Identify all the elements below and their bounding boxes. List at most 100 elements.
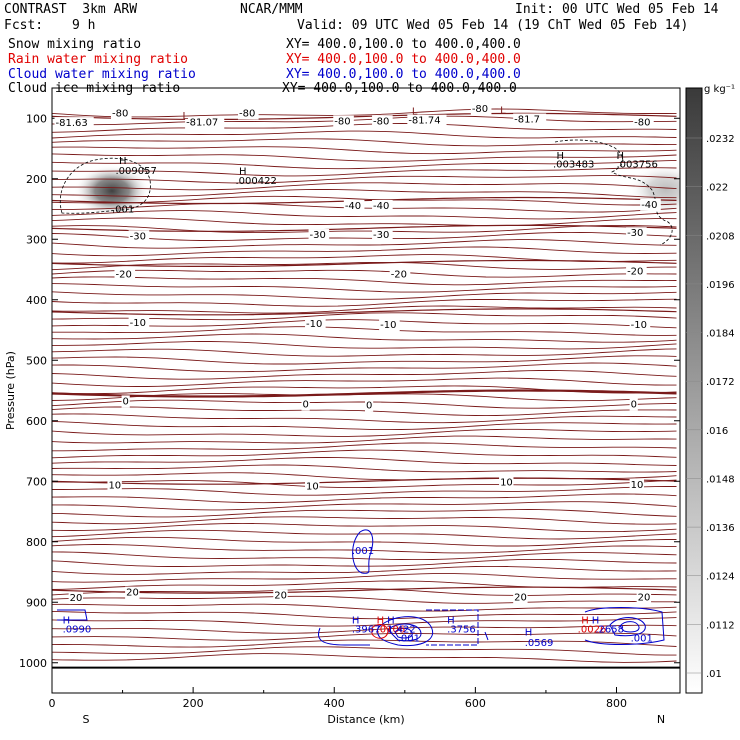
extremum-label: H bbox=[557, 151, 565, 162]
colorbar-tick-label: .0172 bbox=[706, 377, 735, 388]
x-tick-label: 600 bbox=[465, 697, 486, 710]
temperature-contour bbox=[52, 348, 677, 357]
y-tick-label: 400 bbox=[26, 294, 47, 307]
init-time: Init: 00 UTC Wed 05 Feb 14 bbox=[515, 2, 719, 17]
temperature-contour bbox=[52, 646, 677, 656]
temperature-contour-label: 10 bbox=[108, 481, 121, 492]
plot-frame bbox=[51, 87, 681, 694]
temperature-contour-label: -20 bbox=[627, 266, 643, 277]
cloud-water-contour bbox=[619, 621, 640, 633]
extremum-label: L bbox=[183, 111, 189, 122]
temperature-contour bbox=[52, 159, 677, 170]
field-cloud-water-xy: XY= 400.0,100.0 to 400.0,400.0 bbox=[286, 67, 521, 82]
cloud-water-contour bbox=[387, 623, 422, 642]
colorbar-tick-label: .0124 bbox=[706, 572, 735, 583]
colorbar-tick-label: .0136 bbox=[706, 523, 735, 534]
temperature-contour bbox=[52, 239, 677, 249]
cloud-water-contour bbox=[394, 627, 413, 639]
temperature-contour bbox=[52, 393, 677, 402]
extremum-label: 1.422 bbox=[387, 625, 416, 636]
contour-label-bg bbox=[121, 395, 130, 408]
isotherm-contour bbox=[52, 112, 677, 121]
temperature-contour bbox=[52, 283, 677, 293]
temperature-contour bbox=[52, 224, 677, 234]
contour-label-bg bbox=[513, 113, 547, 126]
contour-label-bg bbox=[499, 476, 514, 489]
contour-label-bg bbox=[629, 478, 645, 491]
extremum-label: .3967 bbox=[352, 625, 381, 636]
colorbar-tick-label: .016 bbox=[706, 426, 728, 437]
extremum-label: H bbox=[581, 615, 589, 626]
contour-label-bg bbox=[629, 319, 651, 332]
temperature-contour bbox=[52, 551, 677, 561]
temperature-contour bbox=[52, 420, 677, 431]
colorbar-tick-label: .0232 bbox=[706, 134, 735, 145]
cloud-water-contour bbox=[376, 616, 433, 647]
temperature-contour-label: -40 bbox=[641, 200, 657, 211]
temperature-contour-label: 0 bbox=[631, 399, 637, 410]
temperature-contour bbox=[52, 565, 677, 575]
y-tick-label: 200 bbox=[26, 173, 47, 186]
contour-label-bg bbox=[128, 230, 150, 243]
temperature-contour-label: -30 bbox=[373, 230, 389, 241]
temperature-contour bbox=[52, 573, 677, 583]
cloud-water-contour bbox=[426, 609, 479, 646]
contour-label-bg bbox=[389, 268, 411, 281]
contour-label-bg bbox=[273, 589, 288, 602]
y-axis-label: Pressure (hPa) bbox=[4, 351, 17, 430]
extremum-label: .3756 bbox=[447, 625, 476, 636]
temperature-contour bbox=[52, 603, 677, 612]
temperature-contour bbox=[52, 588, 677, 596]
temperature-contour-label: -81.7 bbox=[514, 114, 540, 125]
contour-label-bg bbox=[343, 200, 365, 212]
temperature-contour bbox=[52, 486, 677, 496]
contour-label-bg bbox=[629, 398, 638, 411]
cloud-ice-contour bbox=[554, 139, 673, 246]
colorbar-tick-label: .01 bbox=[706, 669, 722, 680]
temperature-contour bbox=[52, 210, 677, 220]
contour-label-bg bbox=[107, 479, 122, 492]
temperature-contour bbox=[52, 516, 677, 525]
temperature-contour bbox=[52, 123, 677, 133]
temperature-contour bbox=[52, 509, 677, 518]
temperature-contour bbox=[52, 479, 677, 489]
extremum-label: H bbox=[525, 628, 533, 639]
temperature-contour bbox=[52, 333, 677, 343]
temperature-contour bbox=[52, 413, 677, 424]
contour-label-bg bbox=[333, 115, 354, 128]
temperature-contour-label: -20 bbox=[116, 269, 132, 280]
contour-label-bg bbox=[305, 317, 326, 330]
temperature-contour-label: -10 bbox=[631, 320, 647, 331]
colorbar-tick-label: .022 bbox=[706, 183, 728, 194]
temperature-contour-label: 20 bbox=[274, 591, 287, 602]
temperature-contour bbox=[52, 610, 677, 620]
temperature-contour bbox=[52, 254, 677, 264]
temperature-contour bbox=[52, 217, 677, 227]
temperature-contour bbox=[52, 167, 677, 177]
temperature-contour bbox=[52, 501, 677, 511]
forecast-hour: 9 h bbox=[72, 18, 96, 33]
temperature-contour bbox=[52, 115, 677, 126]
temperature-contour bbox=[52, 146, 677, 155]
extremum-label: .0569 bbox=[525, 638, 554, 649]
contour-label-bg bbox=[633, 116, 654, 129]
extremum-label: .2658 bbox=[595, 625, 624, 636]
y-tick-label: 100 bbox=[26, 112, 47, 125]
extremum-label: H bbox=[63, 615, 71, 626]
extremum-label: H bbox=[377, 615, 385, 626]
y-tick-label: 600 bbox=[26, 415, 47, 428]
temperature-contour bbox=[52, 291, 677, 300]
temperature-contour bbox=[52, 355, 677, 365]
contour-label-bg bbox=[407, 114, 447, 127]
temperature-contour-label: 10 bbox=[500, 477, 513, 488]
contour-label-bg bbox=[470, 103, 492, 116]
extremum-label: .009057 bbox=[116, 166, 157, 177]
temperature-contour-label: 20 bbox=[126, 588, 139, 599]
temperature-contour bbox=[52, 326, 677, 336]
contour-label-bg bbox=[379, 319, 400, 332]
extremum-label: H bbox=[239, 167, 247, 178]
cloud-water-contour bbox=[609, 617, 646, 637]
contour-label-bg bbox=[128, 316, 150, 329]
contour-label-bg bbox=[365, 399, 374, 412]
